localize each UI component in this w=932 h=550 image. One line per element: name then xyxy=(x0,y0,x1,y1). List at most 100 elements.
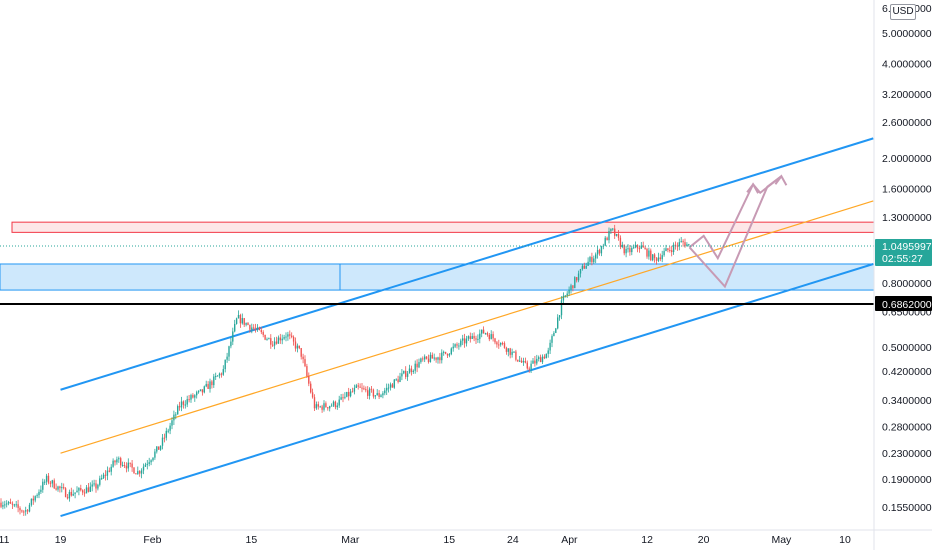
channel-lower-line[interactable] xyxy=(60,263,874,518)
candle-body xyxy=(671,250,673,253)
candle-body xyxy=(614,228,616,236)
candle-body xyxy=(424,356,426,360)
candle-body xyxy=(222,369,224,375)
candle-body xyxy=(621,244,623,247)
candle-body xyxy=(376,393,378,396)
candle-body xyxy=(266,339,268,341)
candle-body xyxy=(275,341,278,344)
candle-body xyxy=(253,327,255,329)
candle-body xyxy=(471,336,473,340)
candle-body xyxy=(300,348,302,357)
y-tick-label: 0.42000000 xyxy=(882,366,932,378)
candle-body xyxy=(226,356,228,360)
candle-body xyxy=(279,337,281,341)
candle-body xyxy=(458,345,460,347)
candle-body xyxy=(171,420,173,426)
candle-body xyxy=(412,370,414,372)
resistance-zone[interactable] xyxy=(11,221,875,233)
candle-body xyxy=(532,360,534,364)
channel-mid-line[interactable] xyxy=(60,200,874,454)
y-tick-label: 0.50000000 xyxy=(882,342,932,354)
y-tick-label: 0.34000000 xyxy=(882,395,932,407)
candle-body xyxy=(634,244,637,248)
candle-body xyxy=(353,387,356,392)
projection-path[interactable] xyxy=(688,175,783,261)
candle-body xyxy=(553,332,555,337)
candle-body xyxy=(346,392,348,397)
candle-body xyxy=(135,473,137,475)
support-zone[interactable] xyxy=(0,263,875,291)
candle-body xyxy=(384,390,386,394)
candle-body xyxy=(636,244,639,249)
candle-body xyxy=(9,501,12,504)
candle-body xyxy=(545,353,547,359)
candle-body xyxy=(34,496,36,501)
candle-body xyxy=(203,386,205,393)
candle-body xyxy=(646,248,648,257)
candle-body xyxy=(568,289,570,294)
candle-body xyxy=(239,314,242,324)
y-tick-label: 0.80000000 xyxy=(882,278,932,290)
candle-body xyxy=(0,502,2,507)
candle-body xyxy=(154,451,156,458)
candle-body xyxy=(678,242,680,247)
candle-body xyxy=(291,335,293,337)
candle-body xyxy=(11,503,14,505)
candle-body xyxy=(180,401,183,408)
candle-body xyxy=(32,498,34,501)
candle-body xyxy=(657,257,660,261)
candle-body xyxy=(589,257,591,262)
candle-body xyxy=(564,295,566,297)
channel-upper-line[interactable] xyxy=(60,137,874,391)
candle-body xyxy=(357,385,359,387)
candle-body xyxy=(538,357,540,359)
x-tick-label: 11 xyxy=(0,534,10,546)
candle-body xyxy=(530,363,532,370)
candle-body xyxy=(338,399,340,406)
candle-body xyxy=(452,346,454,349)
candle-body xyxy=(133,467,135,474)
candle-body xyxy=(433,357,435,359)
candle-body xyxy=(653,254,656,259)
marked-level-tag[interactable] xyxy=(875,295,932,311)
candle-body xyxy=(481,329,483,334)
projection-path-alt[interactable] xyxy=(688,175,783,289)
x-tick-label: 24 xyxy=(507,534,519,546)
y-tick-label: 0.23000000 xyxy=(882,448,932,460)
candle-body xyxy=(663,251,665,256)
candle-body xyxy=(659,257,661,260)
candle-body xyxy=(262,332,264,335)
candle-body xyxy=(368,388,371,396)
candle-body xyxy=(367,390,369,396)
candle-body xyxy=(572,285,574,289)
candle-body xyxy=(57,486,59,490)
candle-body xyxy=(87,487,90,492)
x-tick-label: 12 xyxy=(641,534,653,546)
candle-body xyxy=(196,392,198,396)
candle-body xyxy=(507,348,509,352)
candle-body xyxy=(82,490,84,493)
candle-body xyxy=(557,317,559,329)
candle-body xyxy=(652,254,654,261)
candle-body xyxy=(587,261,589,266)
candle-body xyxy=(70,491,72,496)
candle-body xyxy=(321,406,323,410)
candle-body xyxy=(220,373,223,375)
candle-body xyxy=(325,403,327,408)
candle-body xyxy=(205,384,207,387)
currency-badge[interactable]: USD xyxy=(890,4,916,20)
candle-body xyxy=(627,248,629,250)
candle-body xyxy=(644,247,646,249)
candle-body xyxy=(370,388,373,390)
candle-body xyxy=(576,277,578,281)
current-price-tag[interactable] xyxy=(875,239,932,267)
candle-body xyxy=(524,360,527,363)
y-tick-label: 2.60000000 xyxy=(882,117,932,129)
candle-body xyxy=(534,360,536,364)
candle-body xyxy=(669,250,671,252)
candle-body xyxy=(509,348,511,355)
candle-body xyxy=(188,399,190,401)
candle-body xyxy=(344,396,346,398)
candle-body xyxy=(612,228,614,230)
